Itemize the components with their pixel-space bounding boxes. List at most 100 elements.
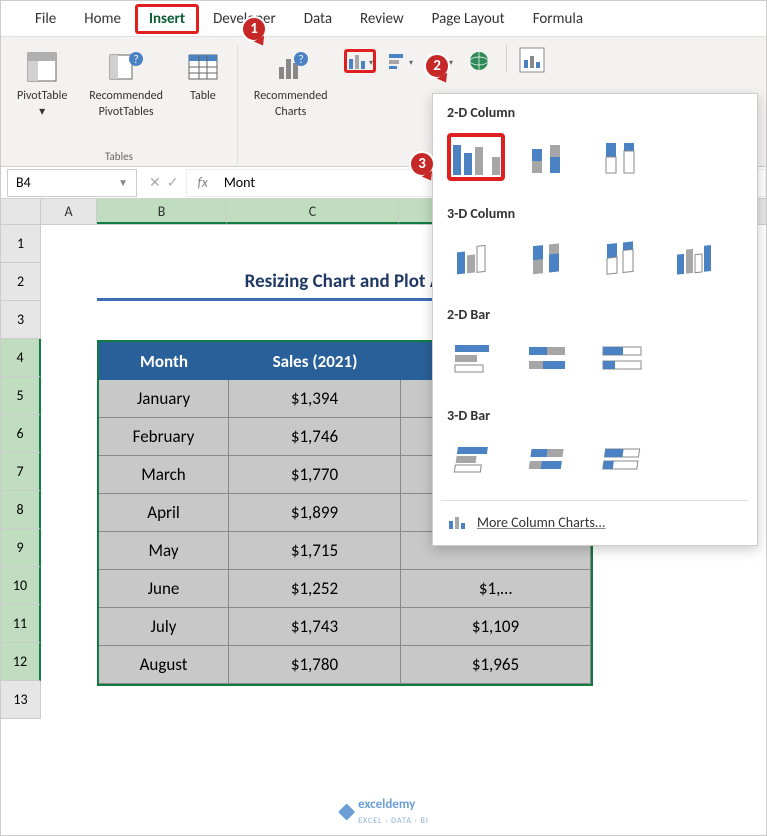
table-row[interactable]: $1,770 <box>229 456 401 494</box>
ribbon-tabs: File Home Insert Developer Data Review P… <box>1 1 766 37</box>
th-month: Month <box>99 342 229 380</box>
bar-chart-icon: ▾ <box>387 51 413 71</box>
table-row[interactable]: June <box>99 570 229 608</box>
clustered-column-3d[interactable] <box>447 234 505 282</box>
column-chart-dropdown[interactable]: ▾ <box>344 49 376 73</box>
table-row[interactable]: $1,746 <box>229 418 401 456</box>
name-box-value: B4 <box>16 174 31 191</box>
tab-file[interactable]: File <box>21 4 70 34</box>
row-header-3[interactable]: 3 <box>1 301 41 339</box>
table-row[interactable]: $1,899 <box>229 494 401 532</box>
menu-section-2d-column: 2-D Column <box>433 94 757 129</box>
cancel-icon[interactable]: ✕ <box>149 174 161 191</box>
row-header-4[interactable]: 4 <box>1 339 41 377</box>
row-header-2[interactable]: 2 <box>1 263 41 301</box>
table-icon <box>185 49 221 85</box>
name-box[interactable]: B4 ▼ <box>7 169 137 197</box>
tab-formulas[interactable]: Formula <box>519 4 597 34</box>
menu-section-2d-bar: 2-D Bar <box>433 296 757 331</box>
table-row[interactable]: $1,780 <box>229 646 401 684</box>
pivottable-label: PivotTable▾ <box>17 89 67 120</box>
more-column-charts[interactable]: More Column Charts... <box>433 503 757 541</box>
pivottable-button[interactable]: PivotTable▾ <box>11 45 73 124</box>
table-row[interactable]: $1,… <box>401 570 591 608</box>
table-row[interactable]: $1,965 <box>401 646 591 684</box>
column-chart-icon: ▾ <box>347 51 373 71</box>
stacked-column-2d[interactable] <box>521 133 579 181</box>
map-chart-icon <box>468 51 492 71</box>
row-header-1[interactable]: 1 <box>1 225 41 263</box>
100-stacked-bar-2d[interactable] <box>595 335 653 383</box>
100-stacked-column-3d[interactable] <box>595 234 653 282</box>
row-header-12[interactable]: 12 <box>1 643 41 681</box>
table-button[interactable]: Table <box>179 45 227 109</box>
svg-text:▾: ▾ <box>369 58 373 68</box>
row-header-8[interactable]: 8 <box>1 491 41 529</box>
row-header-11[interactable]: 11 <box>1 605 41 643</box>
table-row[interactable]: March <box>99 456 229 494</box>
bar-chart-dropdown[interactable]: ▾ <box>384 49 416 73</box>
select-all-corner[interactable] <box>1 199 41 224</box>
watermark: exceldemy EXCEL · DATA · BI <box>338 797 429 827</box>
row-header-5[interactable]: 5 <box>1 377 41 415</box>
svg-text:?: ? <box>134 53 139 66</box>
tab-home[interactable]: Home <box>70 4 135 34</box>
callout-1: 1 <box>241 16 267 42</box>
table-label: Table <box>190 89 216 105</box>
table-row[interactable]: $1,743 <box>229 608 401 646</box>
watermark-tag: EXCEL · DATA · BI <box>358 816 429 826</box>
table-row[interactable]: April <box>99 494 229 532</box>
row-header-6[interactable]: 6 <box>1 415 41 453</box>
clustered-bar-3d[interactable] <box>447 436 505 484</box>
recommended-charts-label: Recommended Charts <box>254 89 328 120</box>
menu-section-3d-bar: 3-D Bar <box>433 397 757 432</box>
tab-data[interactable]: Data <box>290 4 346 34</box>
row-headers: 1 2 3 4 5 6 7 8 9 10 11 12 13 <box>1 225 41 725</box>
tab-page-layout[interactable]: Page Layout <box>418 4 519 34</box>
watermark-icon <box>338 804 354 820</box>
formula-bar-buttons: ✕ ✓ <box>141 174 186 191</box>
100-stacked-column-icon <box>600 137 648 177</box>
stacked-bar-2d[interactable] <box>521 335 579 383</box>
table-row[interactable]: February <box>99 418 229 456</box>
clustered-column-2d[interactable] <box>447 133 505 181</box>
clustered-bar-2d[interactable] <box>447 335 505 383</box>
row-header-13[interactable]: 13 <box>1 681 41 719</box>
stacked-bar-3d[interactable] <box>521 436 579 484</box>
recommended-charts-icon: ? <box>273 49 309 85</box>
table-row[interactable]: $1,109 <box>401 608 591 646</box>
enter-icon[interactable]: ✓ <box>167 174 179 191</box>
table-row[interactable]: July <box>99 608 229 646</box>
column-3d[interactable] <box>669 234 727 282</box>
more-charts-icon <box>447 513 467 531</box>
tab-insert[interactable]: Insert <box>135 4 199 34</box>
stacked-column-3d[interactable] <box>521 234 579 282</box>
100-stacked-bar-3d[interactable] <box>595 436 653 484</box>
recommended-pivottables-label: Recommended PivotTables <box>89 89 163 120</box>
100-stacked-column-2d[interactable] <box>595 133 653 181</box>
table-row[interactable]: May <box>99 532 229 570</box>
table-row[interactable]: $1,252 <box>229 570 401 608</box>
col-header-c[interactable]: C <box>227 199 399 224</box>
table-row[interactable]: January <box>99 380 229 418</box>
fx-icon[interactable]: fx <box>187 174 217 191</box>
pivotchart-button[interactable] <box>517 49 549 73</box>
table-row[interactable]: $1,394 <box>229 380 401 418</box>
pivottable-icon <box>24 49 60 85</box>
recommended-charts-button[interactable]: ? Recommended Charts <box>248 45 334 124</box>
row-header-10[interactable]: 10 <box>1 567 41 605</box>
recommended-pivottables-button[interactable]: ? Recommended PivotTables <box>83 45 169 124</box>
watermark-name: exceldemy <box>358 797 415 812</box>
col-header-a[interactable]: A <box>41 199 97 224</box>
row-header-7[interactable]: 7 <box>1 453 41 491</box>
svg-text:?: ? <box>298 53 303 66</box>
table-row[interactable]: $1,715 <box>229 532 401 570</box>
stacked-column-icon <box>526 137 574 177</box>
col-header-b[interactable]: B <box>97 199 227 224</box>
map-chart-button[interactable] <box>464 49 496 73</box>
row-header-9[interactable]: 9 <box>1 529 41 567</box>
table-row[interactable]: August <box>99 646 229 684</box>
name-box-dropdown-icon[interactable]: ▼ <box>118 176 128 189</box>
callout-2: 2 <box>424 53 450 79</box>
tab-review[interactable]: Review <box>346 4 418 34</box>
